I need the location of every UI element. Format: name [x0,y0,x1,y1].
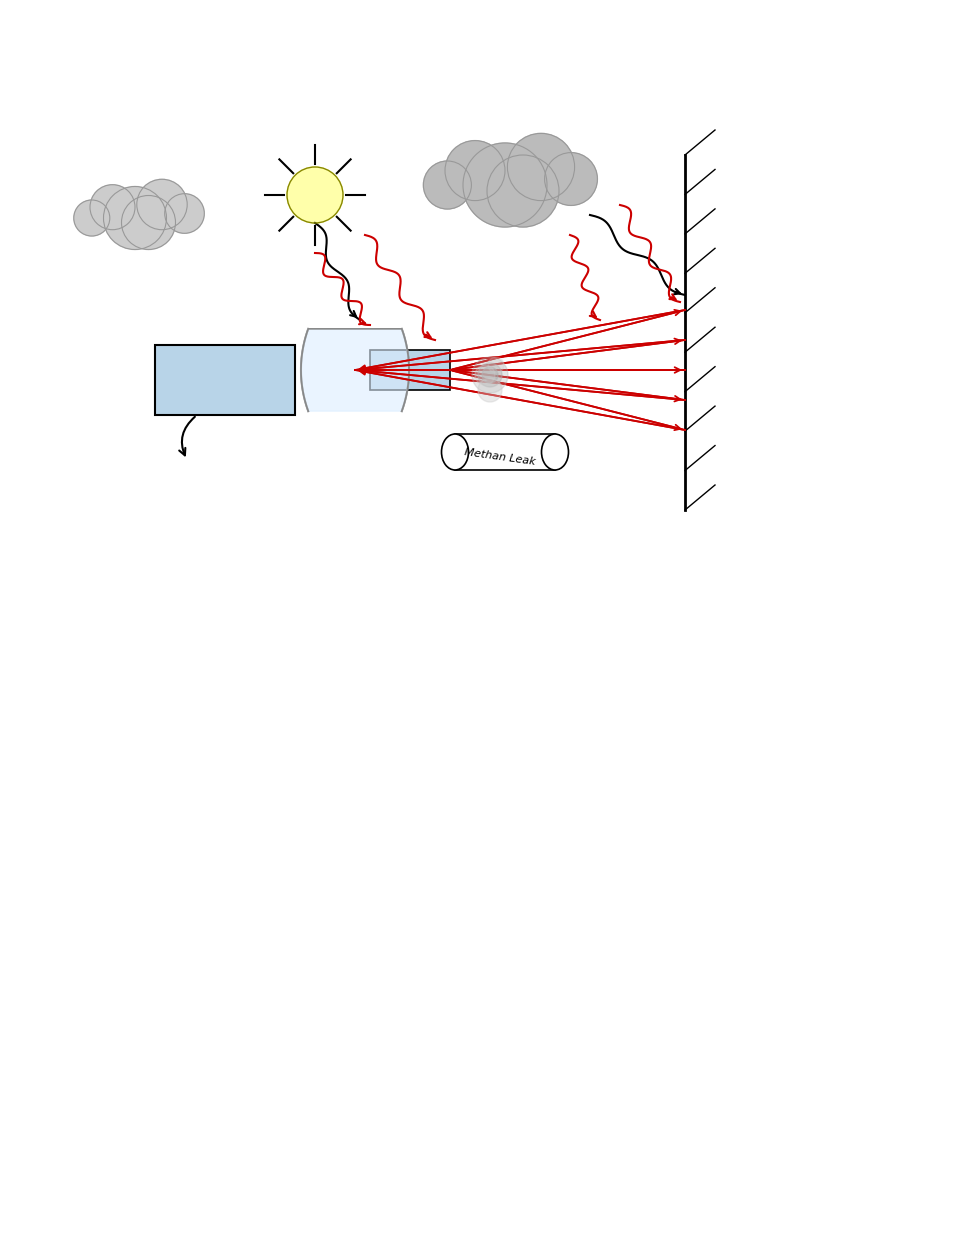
Circle shape [507,133,574,200]
Circle shape [472,357,507,393]
Circle shape [165,194,204,233]
Polygon shape [301,329,409,411]
Circle shape [477,378,501,403]
Circle shape [486,156,558,227]
Circle shape [488,357,503,373]
Circle shape [481,367,497,383]
Circle shape [90,185,135,230]
Circle shape [462,143,546,227]
Text: Methan Leak: Methan Leak [463,447,536,467]
Circle shape [477,363,501,387]
FancyBboxPatch shape [154,345,294,415]
Circle shape [544,153,597,205]
Circle shape [475,366,495,385]
FancyBboxPatch shape [455,433,555,471]
Circle shape [103,186,167,249]
Circle shape [73,200,110,236]
Circle shape [444,141,504,200]
Circle shape [136,179,187,230]
FancyBboxPatch shape [370,350,450,390]
Ellipse shape [441,433,468,471]
Circle shape [287,167,343,224]
Ellipse shape [541,433,568,471]
Circle shape [423,161,471,209]
Circle shape [121,195,175,249]
